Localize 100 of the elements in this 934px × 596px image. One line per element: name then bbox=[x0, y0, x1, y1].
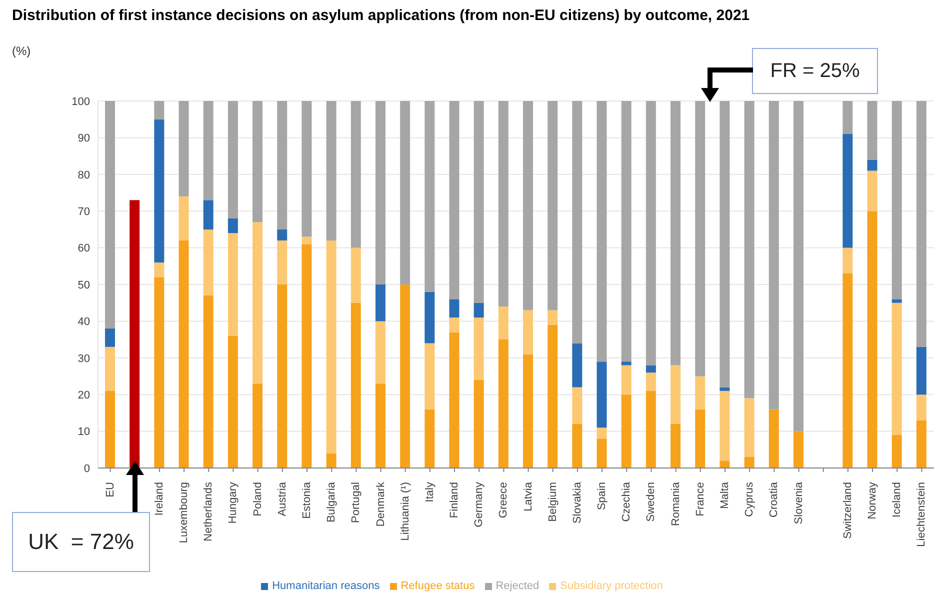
x-tick-label: Netherlands bbox=[202, 482, 215, 542]
y-tick-label: 20 bbox=[78, 390, 90, 402]
x-tick-label: Hungary bbox=[227, 482, 240, 524]
y-tick-label: 0 bbox=[84, 462, 90, 475]
x-tick-label: Bulgaria bbox=[326, 481, 338, 522]
bar bbox=[572, 343, 582, 388]
bar bbox=[548, 324, 558, 468]
bar bbox=[842, 101, 853, 134]
y-axis-title: (%) bbox=[12, 44, 31, 58]
x-tick-label: Spain bbox=[596, 482, 608, 510]
bar bbox=[326, 240, 336, 454]
bar bbox=[178, 196, 189, 240]
bar bbox=[867, 170, 878, 212]
bar bbox=[203, 200, 214, 230]
bar bbox=[695, 409, 706, 468]
bar bbox=[744, 456, 754, 468]
legend-label: Subsidiary protection bbox=[560, 580, 663, 592]
y-tick-label: 10 bbox=[78, 426, 90, 438]
bar bbox=[768, 101, 779, 410]
bar bbox=[474, 380, 484, 468]
bar bbox=[793, 101, 804, 432]
x-tick-label: Greece bbox=[498, 482, 510, 518]
bar bbox=[842, 273, 853, 468]
x-tick-label: Romania bbox=[670, 481, 682, 526]
x-tick-label: Sweden bbox=[645, 482, 658, 522]
bar bbox=[670, 365, 681, 424]
bar bbox=[350, 302, 361, 468]
x-tick-label: Italy bbox=[424, 482, 436, 502]
bar bbox=[670, 101, 681, 366]
bar bbox=[105, 346, 115, 391]
x-tick-label: Lithuania (¹) bbox=[399, 482, 412, 541]
bar bbox=[228, 233, 238, 336]
bar bbox=[523, 310, 533, 354]
bar bbox=[621, 394, 632, 468]
x-tick-label: Malta bbox=[719, 481, 731, 509]
bar bbox=[523, 354, 533, 468]
bar bbox=[350, 101, 361, 248]
chart-title: Distribution of first instance decisions on asylum applications (from non-EU citizens) by outcome, 2021 bbox=[12, 6, 751, 25]
legend-label: Refugee status bbox=[400, 580, 475, 592]
bar bbox=[178, 240, 189, 468]
x-tick-label: Luxembourg bbox=[178, 482, 190, 544]
bar bbox=[474, 101, 484, 303]
bar bbox=[302, 244, 312, 468]
bar bbox=[424, 101, 435, 292]
x-tick-label: Cyprus bbox=[744, 482, 756, 517]
bar bbox=[350, 248, 361, 303]
bar bbox=[670, 424, 681, 468]
bar bbox=[892, 101, 902, 300]
bar bbox=[154, 277, 164, 468]
y-tick-label: 90 bbox=[78, 132, 90, 145]
bar bbox=[548, 101, 558, 310]
x-tick-label: Denmark bbox=[374, 482, 387, 527]
bar bbox=[842, 248, 853, 274]
bar bbox=[720, 101, 730, 388]
bar bbox=[768, 409, 779, 468]
bar bbox=[548, 310, 558, 325]
x-tick-label: Switzerland bbox=[842, 482, 854, 539]
x-tick-label: Slovakia bbox=[571, 481, 584, 524]
bar bbox=[252, 384, 263, 468]
bar bbox=[720, 390, 730, 461]
bar bbox=[375, 101, 386, 284]
bar bbox=[793, 431, 804, 468]
y-tick-label: 60 bbox=[78, 242, 90, 255]
x-tick-label: Portugal bbox=[350, 482, 362, 523]
bar bbox=[892, 299, 902, 303]
y-tick-label: 100 bbox=[72, 96, 90, 108]
y-tick-label: 80 bbox=[78, 169, 90, 182]
bar bbox=[375, 321, 386, 384]
text: FR = 25% bbox=[752, 48, 878, 94]
bar bbox=[596, 428, 607, 439]
x-tick-label: Norway bbox=[866, 482, 879, 520]
bar bbox=[424, 409, 435, 468]
x-tick-label: Germany bbox=[473, 482, 486, 528]
bar bbox=[916, 101, 926, 347]
bar bbox=[302, 101, 312, 237]
bar bbox=[105, 101, 115, 329]
bar bbox=[523, 101, 533, 310]
bar bbox=[400, 284, 410, 468]
x-tick-label: Estonia bbox=[301, 481, 313, 519]
bar bbox=[646, 101, 656, 366]
bar bbox=[572, 424, 582, 468]
bar bbox=[916, 420, 926, 468]
bar bbox=[498, 306, 508, 340]
x-tick-label: Czechia bbox=[620, 481, 633, 522]
x-tick-label: Austria bbox=[276, 481, 288, 516]
x-tick-label: Latvia bbox=[522, 481, 534, 512]
x-tick-label: Belgium bbox=[546, 482, 559, 522]
bar bbox=[252, 101, 263, 222]
bar bbox=[277, 240, 288, 284]
bar bbox=[105, 328, 115, 347]
x-tick-label: Poland bbox=[252, 482, 264, 516]
legend-label: Rejected bbox=[496, 580, 540, 592]
bar bbox=[326, 101, 336, 240]
bar bbox=[203, 296, 214, 468]
bar bbox=[646, 372, 656, 391]
bar bbox=[302, 236, 312, 244]
bar bbox=[375, 384, 386, 468]
text: UK = 72% bbox=[12, 512, 150, 572]
bar bbox=[596, 438, 607, 468]
bar bbox=[154, 262, 164, 278]
